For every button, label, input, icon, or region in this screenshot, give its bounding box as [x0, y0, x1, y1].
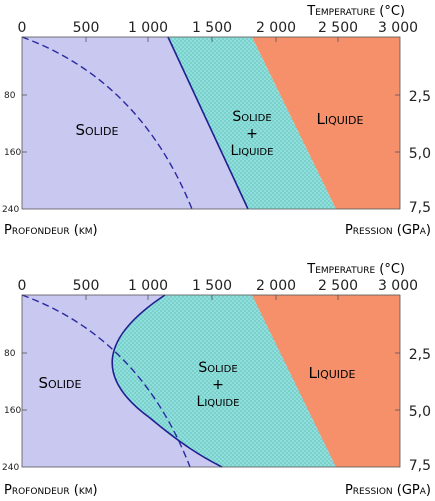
pressure-tick-5-0-2: 5,0: [409, 404, 431, 420]
depth-tick-160: 160: [4, 148, 21, 158]
depth-tick-80-2: 80: [4, 349, 16, 359]
tick-label-t2500-2: 2 500: [318, 278, 358, 294]
liquid-label: Liquide: [317, 110, 364, 128]
diagram-bottom: Temperature (°C) 0 500 1 000 1 500 2 000…: [0, 258, 435, 501]
mixed-label-plus-2: +: [212, 377, 224, 393]
phase-diagram-bottom: Temperature (°C) 0 500 1 000 1 500 2 000…: [2, 262, 431, 498]
tick-label-t2500: 2 500: [318, 20, 358, 36]
pressure-tick-5-0: 5,0: [409, 146, 431, 162]
solid-liquid-region: [168, 37, 336, 209]
phase-diagram-top: Temperature (°C) 0 500 1 000 1 500 2 000…: [2, 4, 431, 238]
pressure-axis-label-2: Pression (GPa): [345, 483, 431, 498]
mixed-label-line3: Liquide: [231, 143, 274, 159]
pressure-tick-2-5: 2,5: [409, 89, 431, 105]
plot-frame: [21, 36, 401, 210]
solid-label: Solide: [76, 121, 119, 139]
depth-tick-160-2: 160: [4, 406, 21, 416]
geotherm-dashed-curve: [21, 36, 193, 210]
tick-label-t0: 0: [18, 20, 27, 36]
solid-region: [22, 37, 248, 209]
tick-label-t1500: 1 500: [192, 20, 232, 36]
depth-axis-label-2: Profondeur (km): [4, 483, 98, 498]
tick-label-t1000-2: 1 000: [128, 278, 168, 294]
mixed-label-line1: Solide: [232, 109, 271, 125]
temperature-axis-label-2: Temperature (°C): [306, 262, 405, 277]
depth-tick-240: 240: [2, 205, 19, 215]
geotherm-dashed-curve-2: [21, 294, 191, 468]
depth-axis-label: Profondeur (km): [4, 223, 98, 238]
plot-frame-2: [21, 294, 401, 468]
tick-label-t2000-2: 2 000: [256, 278, 296, 294]
pressure-tick-7-5: 7,5: [409, 200, 431, 216]
liquid-region-2: [252, 295, 400, 467]
solidus-curve: [111, 294, 223, 468]
tick-label-t3000-2: 3 000: [378, 278, 418, 294]
mixed-label-plus: +: [246, 126, 258, 142]
tick-label-t500: 500: [73, 20, 100, 36]
solid-liquid-region-2: [112, 295, 336, 467]
tick-label-t0-2: 0: [18, 278, 27, 294]
temperature-axis-label: Temperature (°C): [306, 4, 405, 19]
mixed-label-line1-2: Solide: [198, 360, 237, 376]
solidus-line: [167, 36, 249, 210]
depth-tick-240-2: 240: [2, 463, 19, 473]
liquid-region: [252, 37, 400, 209]
tick-label-t1500-2: 1 500: [192, 278, 232, 294]
depth-tick-80: 80: [4, 91, 16, 101]
solid-label-2: Solide: [39, 374, 82, 392]
diagram-top: Temperature (°C) 0 500 1 000 1 500 2 000…: [0, 0, 435, 250]
tick-label-t1000: 1 000: [128, 20, 168, 36]
mixed-label-line3-2: Liquide: [197, 394, 240, 410]
pressure-axis-label: Pression (GPa): [345, 223, 431, 238]
tick-label-t500-2: 500: [73, 278, 100, 294]
liquid-label-2: Liquide: [309, 364, 356, 382]
pressure-tick-2-5-2: 2,5: [409, 347, 431, 363]
tick-label-t3000: 3 000: [378, 20, 418, 36]
pressure-tick-7-5-2: 7,5: [409, 458, 431, 474]
tick-label-t2000: 2 000: [256, 20, 296, 36]
